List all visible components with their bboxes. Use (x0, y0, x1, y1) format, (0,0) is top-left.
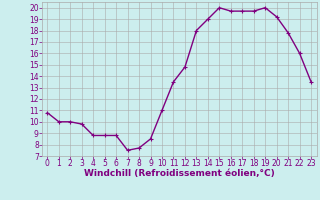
X-axis label: Windchill (Refroidissement éolien,°C): Windchill (Refroidissement éolien,°C) (84, 169, 275, 178)
